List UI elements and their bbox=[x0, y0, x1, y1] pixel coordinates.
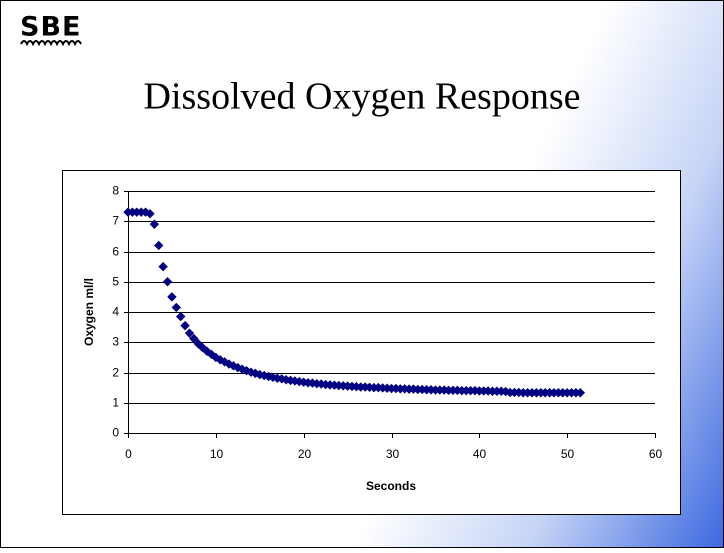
data-point bbox=[189, 333, 199, 344]
y-tick-label: 0 bbox=[112, 426, 119, 440]
data-point bbox=[575, 388, 586, 398]
y-tick-label: 7 bbox=[112, 214, 119, 228]
y-tick-label: 4 bbox=[112, 305, 119, 319]
x-tick-label: 20 bbox=[298, 447, 312, 461]
x-axis-label: Seconds bbox=[366, 479, 416, 493]
y-tick-label: 2 bbox=[112, 366, 119, 380]
data-point bbox=[145, 208, 155, 219]
data-point bbox=[206, 349, 217, 360]
x-tick-label: 50 bbox=[561, 447, 575, 461]
data-point bbox=[180, 320, 190, 331]
data-point bbox=[184, 328, 195, 338]
logo: SBE bbox=[20, 12, 81, 43]
data-point bbox=[158, 261, 168, 272]
y-tick-label: 5 bbox=[112, 275, 119, 289]
data-point bbox=[171, 302, 182, 313]
x-tick-label: 60 bbox=[649, 447, 663, 461]
data-point bbox=[175, 311, 186, 322]
data-point bbox=[167, 292, 177, 302]
slide-title: Dissolved Oxygen Response bbox=[144, 76, 581, 118]
x-tick-label: 40 bbox=[473, 447, 487, 461]
x-tick-label: 30 bbox=[386, 447, 400, 461]
x-tick-label: 10 bbox=[210, 447, 224, 461]
x-tick-label: 0 bbox=[125, 447, 132, 461]
data-point bbox=[162, 277, 173, 287]
y-tick-label: 8 bbox=[112, 184, 119, 198]
y-axis-label: Oxygen ml/l bbox=[82, 278, 96, 346]
data-point bbox=[154, 240, 164, 251]
data-point bbox=[149, 219, 160, 229]
logo-waves bbox=[20, 40, 82, 47]
y-tick-label: 1 bbox=[112, 396, 119, 410]
y-tick-label: 3 bbox=[112, 335, 119, 349]
y-tick-label: 6 bbox=[112, 245, 119, 259]
data-point bbox=[219, 357, 230, 367]
